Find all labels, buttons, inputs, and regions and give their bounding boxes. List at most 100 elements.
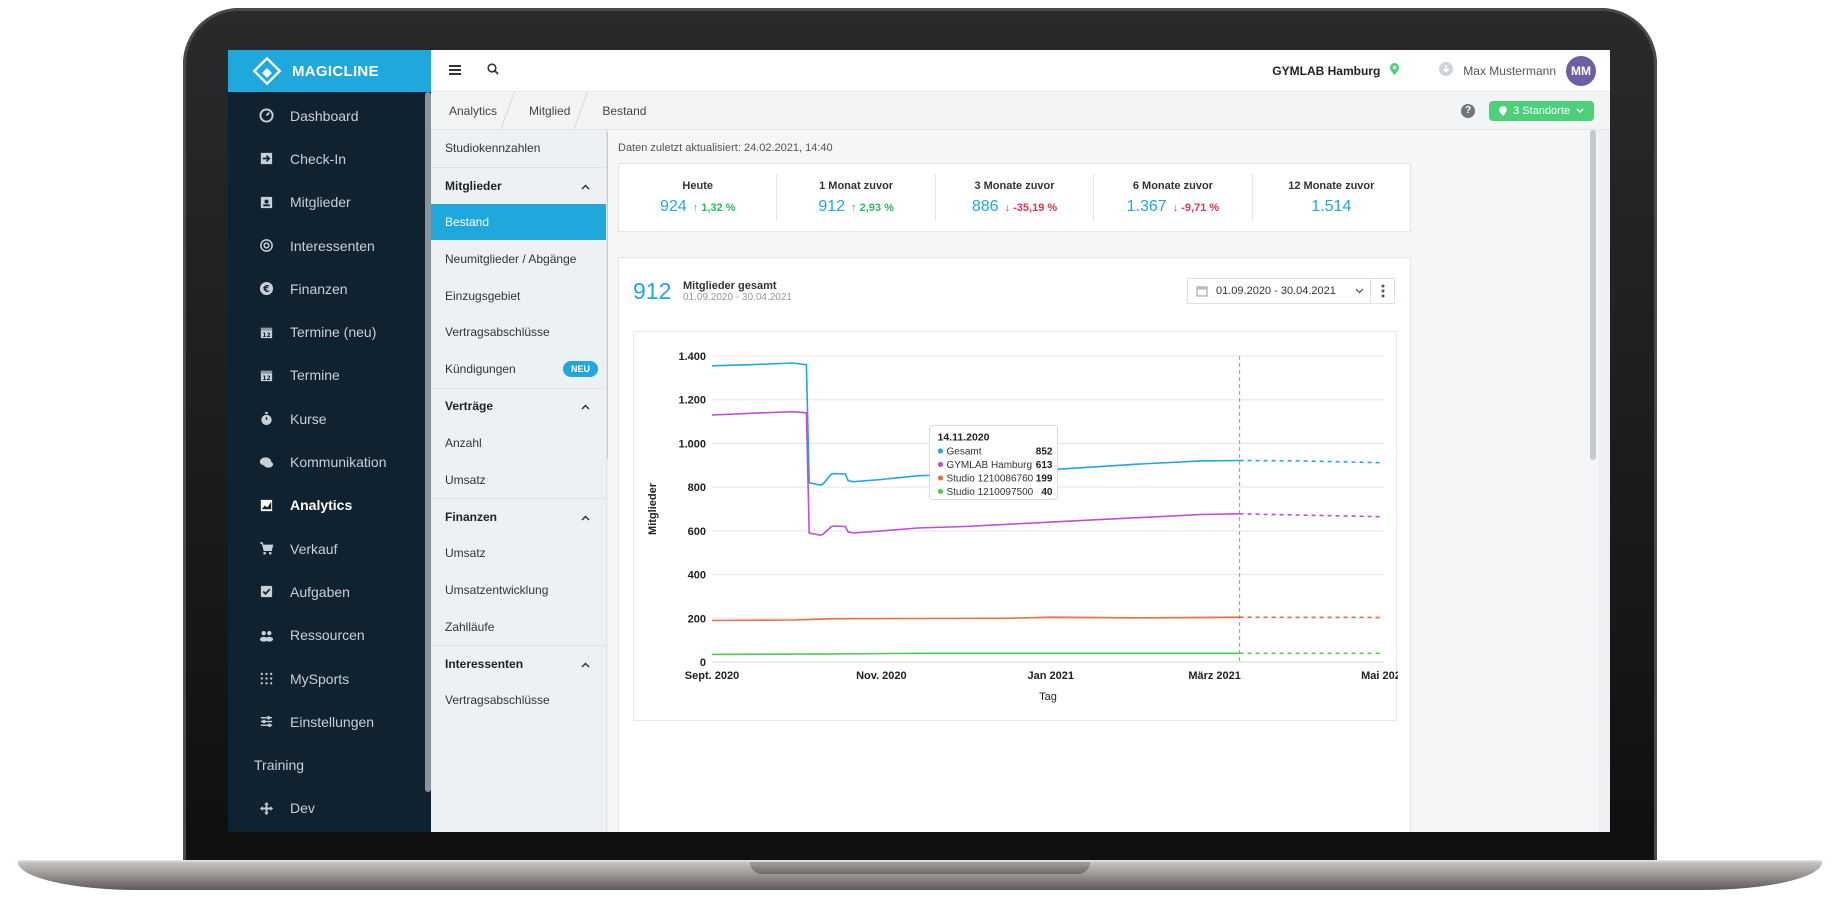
subnav-einzugsgebiet[interactable]: Einzugsgebiet (431, 277, 606, 314)
new-badge: NEU (562, 361, 598, 378)
y-tick-label: 200 (688, 613, 706, 625)
chart-plot-frame: 0 200 400 600 800 1.000 1.200 1.400 Sept. 2020 No… (633, 331, 1407, 722)
series-line-3 (711, 652, 1240, 656)
date-range-picker[interactable]: 01.09.2020 - 30.04.2021 (1187, 278, 1395, 304)
help-icon[interactable]: ? (1461, 103, 1476, 118)
checkbox-icon (258, 584, 274, 600)
x-tick-label: Mai 2021 (1361, 670, 1398, 682)
sidebar-item-label: Aufgaben (290, 583, 350, 600)
euro-icon: € (258, 281, 274, 297)
subnav-umsatz-vertraege[interactable]: Umsatz (431, 461, 606, 498)
sidebar-item-verkauf[interactable]: Verkauf (228, 527, 431, 570)
series-line-2 (711, 616, 1240, 622)
sidebar-item-check-in[interactable]: Check-In (228, 137, 431, 180)
chevron-down-icon (1348, 288, 1370, 294)
search-icon[interactable] (487, 62, 499, 80)
breadcrumb: Analytics Mitglied Bestand ? 3 Standorte (431, 92, 1610, 130)
tooltip-dot (937, 461, 944, 468)
sidebar-item-aufgaben[interactable]: Aufgaben (228, 570, 431, 613)
subnav-group-interessenten[interactable]: Interessenten (431, 645, 606, 682)
subnav-group-vertraege[interactable]: Verträge (431, 387, 606, 425)
sidebar-item-label: Einstellungen (290, 713, 375, 730)
sidebar-nav: Dashboard Check-In Mitglieder Interessenten… (228, 92, 431, 830)
chevron-up-icon (581, 657, 590, 671)
sidebar-item-kurse[interactable]: Kurse (228, 397, 431, 440)
subnav-zahllaeufe[interactable]: Zahlläufe (431, 608, 606, 645)
kpi-value: 886 (971, 197, 999, 215)
brand-name: MAGICLINE (292, 62, 379, 80)
subnav-group-finanzen[interactable]: Finanzen (431, 497, 606, 535)
breadcrumb-mitglied[interactable]: Mitglied (515, 92, 588, 130)
sidebar-item-interessenten[interactable]: Interessenten (228, 224, 431, 267)
calendar-icon: 12 (258, 324, 274, 340)
sidebar-item-training[interactable]: Training (228, 743, 431, 786)
y-tick-label: 0 (700, 657, 706, 669)
subnav-umsatz-finanzen[interactable]: Umsatz (431, 535, 606, 572)
kpi-4: 12 Monate zuvor 1.514 (1253, 174, 1410, 221)
subnav-label: Zahlläufe (445, 619, 495, 634)
chevron-up-icon (581, 510, 590, 524)
sidebar-item-kommunikation[interactable]: Kommunikation (228, 440, 431, 483)
sidebar-item-label: Finanzen (290, 280, 348, 297)
more-options-icon[interactable] (1370, 278, 1394, 304)
sliders-icon (258, 714, 274, 730)
x-tick-label: Nov. 2020 (856, 670, 907, 682)
subnav-group-label: Mitglieder (445, 178, 502, 193)
sidebar-item-label: Termine (neu) (290, 324, 377, 341)
content-scrollbar[interactable] (1590, 130, 1596, 460)
subnav-label: Umsatz (445, 472, 486, 487)
subnav-anzahl[interactable]: Anzahl (431, 424, 606, 461)
subnav-group-mitglieder[interactable]: Mitglieder (431, 166, 606, 204)
tooltip-box (928, 424, 1058, 500)
subnav-umsatzentwicklung[interactable]: Umsatzentwicklung (431, 572, 606, 609)
sidebar-scrollbar[interactable] (425, 92, 431, 792)
sidebar-item-finanzen[interactable]: € Finanzen (228, 267, 431, 310)
avatar[interactable]: MM (1566, 55, 1596, 86)
tooltip-row-name: GYMLAB Hamburg (946, 460, 1032, 471)
breadcrumb-analytics[interactable]: Analytics (449, 103, 498, 118)
people-icon (258, 627, 274, 643)
last-updated-text: Daten zuletzt aktualisiert: 24.02.2021, … (618, 142, 833, 154)
download-icon[interactable] (1439, 62, 1454, 79)
svg-text:€: € (262, 284, 270, 295)
sidebar-item-analytics[interactable]: Analytics (228, 484, 431, 527)
date-range-value: 01.09.2020 - 30.04.2021 (1216, 285, 1336, 297)
y-tick-label: 1.200 (678, 395, 706, 407)
sidebar-item-einstellungen[interactable]: Einstellungen (228, 700, 431, 743)
sidebar-item-dev[interactable]: Dev (228, 787, 431, 830)
sidebar-item-mysports[interactable]: MySports (228, 657, 431, 700)
subnav-label: Anzahl (445, 435, 482, 450)
tooltip-date: 14.11.2020 (937, 431, 989, 443)
subnav-studiokennzahlen[interactable]: Studiokennzahlen (431, 130, 606, 167)
calendar-icon (1188, 285, 1216, 297)
sidebar-item-termine[interactable]: 12 Termine (228, 354, 431, 397)
kpi-value: 1.367 (1126, 197, 1167, 215)
hamburger-menu-icon[interactable] (449, 62, 461, 80)
locations-dropdown-button[interactable]: 3 Standorte (1489, 100, 1594, 121)
sidebar-item-mitglieder[interactable]: Mitglieder (228, 181, 431, 224)
subnav-label: Vertragsabschlüsse (445, 693, 550, 708)
subnav-kuendigungen[interactable]: Kündigungen NEU (431, 351, 606, 388)
sidebar-item-label: Ressourcen (290, 627, 365, 644)
x-axis-title: Tag (1039, 691, 1057, 703)
line-chart[interactable]: 0 200 400 600 800 1.000 1.200 1.400 Sept. 2020 No… (634, 332, 1407, 722)
user-name[interactable]: Max Mustermann (1463, 63, 1556, 78)
subnav-neumitglieder[interactable]: Neumitglieder / Abgänge (431, 240, 606, 277)
subnav-label: Kündigungen (445, 362, 516, 377)
sidebar-item-termine-neu[interactable]: 12 Termine (neu) (228, 310, 431, 353)
sidebar: MAGICLINE Dashboard Check-In Mitglieder Int… (228, 50, 431, 832)
subnav-label: Umsatzentwicklung (445, 582, 549, 597)
kpi-label: 1 Monat zuvor (819, 179, 894, 192)
current-studio[interactable]: GYMLAB Hamburg (1272, 63, 1381, 78)
subnav-bestand[interactable]: Bestand (431, 203, 606, 241)
sidebar-item-ressourcen[interactable]: Ressourcen (228, 614, 431, 657)
subnav-label: Vertragsabschlüsse (445, 325, 550, 340)
subnav-vertragsabschluesse-interessenten[interactable]: Vertragsabschlüsse (431, 682, 606, 719)
chat-icon (258, 454, 274, 470)
sidebar-item-dashboard[interactable]: Dashboard (228, 94, 431, 137)
sidebar-item-label: Termine (290, 367, 340, 384)
subnav-vertragsabschluesse[interactable]: Vertragsabschlüsse (431, 314, 606, 351)
brand-header[interactable]: MAGICLINE (228, 50, 431, 92)
subnav-group-label: Interessenten (445, 657, 524, 672)
tooltip-dot (937, 448, 944, 454)
